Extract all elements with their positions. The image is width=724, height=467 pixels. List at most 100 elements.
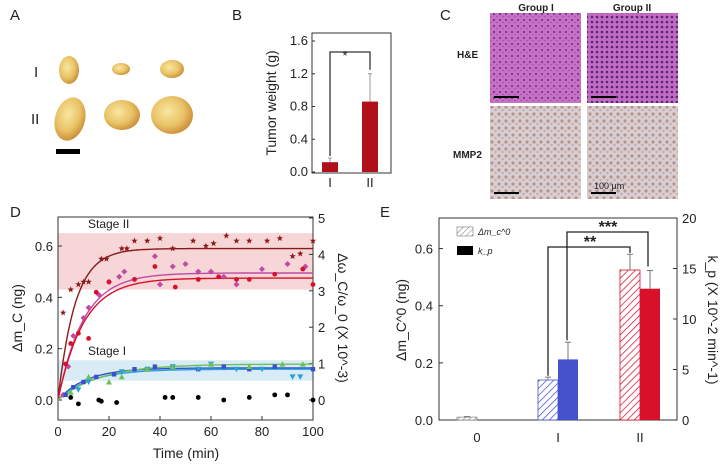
data-point: [67, 286, 74, 293]
data-point: [121, 268, 128, 275]
data-point: [246, 276, 252, 282]
y-tick-label: 1.2: [290, 66, 308, 81]
y-right-tick-label: 3: [318, 284, 325, 299]
data-point: [259, 266, 265, 273]
y-right-tick-label: 0: [682, 413, 689, 428]
data-point: [106, 379, 112, 385]
data-point: [195, 366, 202, 373]
legend-swatch-solid: [457, 246, 473, 255]
row-label-i: I: [34, 64, 38, 81]
data-point: [297, 250, 304, 257]
significance-bracket: [566, 231, 649, 341]
bar-mass-hatched: [456, 416, 478, 421]
data-point: [144, 366, 151, 372]
panel-label-b: B: [232, 7, 242, 24]
bar-kp-solid: [558, 359, 578, 420]
column-label-group-i: Group I: [518, 3, 554, 14]
y-right-tick-label: 5: [682, 363, 689, 378]
stage-label: Stage I: [88, 344, 126, 358]
he-image-group-ii: [587, 13, 678, 103]
data-point: [151, 253, 158, 260]
data-point: [272, 364, 277, 369]
data-point: [221, 397, 227, 403]
y-tick-label: 1.6: [290, 33, 308, 48]
data-point: [118, 245, 125, 252]
data-point: [71, 384, 76, 390]
bar-kp-solid: [640, 288, 660, 420]
data-point: [223, 232, 230, 239]
scale-bar-label: 100 µm: [594, 181, 624, 191]
column-label-group-ii: Group II: [613, 3, 652, 14]
data-point: [284, 260, 291, 267]
tumor-image: [160, 60, 184, 78]
tumor-image: [59, 56, 79, 84]
data-point: [169, 363, 176, 370]
fit-curve: [57, 363, 313, 401]
data-point: [234, 276, 239, 282]
data-point: [103, 255, 110, 262]
tumor-image: [151, 96, 193, 134]
data-point: [59, 309, 67, 316]
data-point: [156, 234, 164, 242]
y-tick-label: 0.0: [415, 413, 433, 428]
data-point: [85, 379, 92, 386]
data-point: [182, 260, 189, 267]
data-point: [116, 273, 123, 280]
data-point: [220, 273, 227, 280]
y-tick-label: 0.2: [415, 356, 433, 371]
data-point: [310, 282, 316, 287]
data-point: [263, 237, 271, 244]
x-tick-label: 100: [302, 424, 324, 439]
data-point: [81, 379, 86, 385]
data-point: [246, 237, 253, 244]
data-point: [272, 392, 278, 398]
x-tick-label: 0: [54, 424, 61, 439]
data-point: [279, 361, 286, 367]
data-point: [233, 366, 240, 373]
data-point: [157, 281, 163, 288]
data-point: [246, 395, 252, 400]
data-point: [118, 373, 125, 380]
data-point: [233, 281, 240, 288]
data-point: [247, 367, 252, 372]
x-tick-label: 40: [153, 424, 167, 439]
y-tick-label: 0.0: [35, 393, 53, 408]
legend-swatch-hatched: [456, 226, 474, 237]
panel-label-c: C: [440, 7, 451, 24]
data-point: [85, 304, 92, 311]
x-tick-label: 60: [204, 424, 218, 439]
significance-bracket: [547, 246, 631, 376]
data-point: [310, 397, 316, 403]
data-point: [98, 398, 104, 404]
data-point: [75, 281, 82, 288]
data-point: [169, 263, 176, 270]
data-point: [132, 276, 137, 282]
row-label-ii: II: [31, 111, 39, 128]
plot-frame: [57, 216, 314, 421]
panel-d: D Time (min) Δm_C (ng) Δω_C/ω_0 (X 10^-3…: [9, 204, 351, 461]
y-tick-label: 0.6: [415, 242, 433, 257]
data-point: [208, 268, 214, 275]
data-point: [76, 401, 81, 407]
significance-label: ***: [599, 219, 618, 236]
data-point: [111, 372, 117, 377]
data-point: [85, 278, 92, 285]
panel-label-e: E: [380, 204, 390, 221]
y-tick-label: 0.2: [35, 342, 53, 357]
data-point: [216, 274, 222, 280]
significance-label: **: [584, 234, 597, 251]
fit-curve: [57, 367, 313, 401]
row-label-he: H&E: [457, 50, 478, 61]
data-point: [114, 400, 120, 405]
data-point: [63, 361, 69, 367]
data-point: [68, 341, 74, 346]
y-axis-right-label: Δω_C/ω_0 (X 10^-3): [335, 253, 351, 383]
data-point: [221, 364, 226, 369]
fit-curve: [57, 247, 313, 401]
data-point: [189, 237, 197, 244]
fit-curve: [57, 272, 313, 401]
data-point: [80, 278, 87, 285]
data-point: [309, 237, 317, 244]
data-point: [233, 237, 240, 244]
panel-a: A I II: [10, 7, 193, 154]
